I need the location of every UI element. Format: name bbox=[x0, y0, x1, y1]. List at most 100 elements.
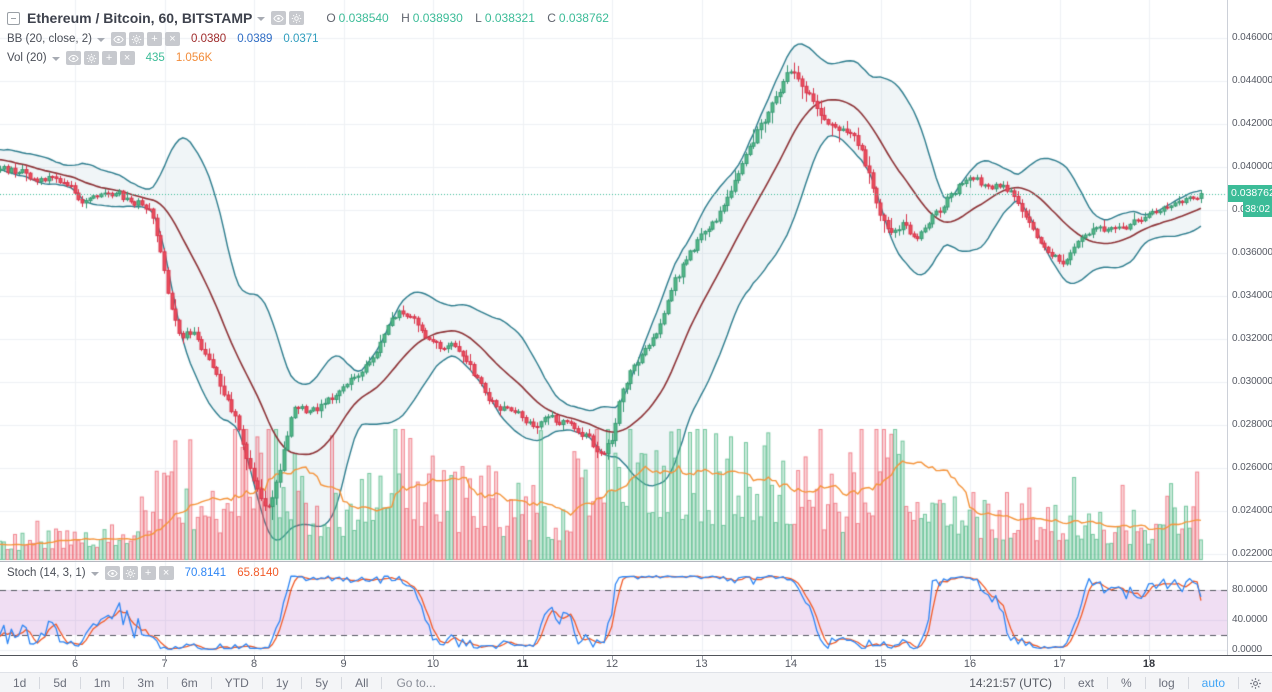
chevron-down-icon[interactable] bbox=[257, 17, 266, 21]
close-icon: × bbox=[162, 566, 170, 579]
stoch-axis-label: 0.0000 bbox=[1232, 644, 1262, 655]
time-axis[interactable]: 6 7 8 9 10 11 12 13 14 15 16 17 18 bbox=[0, 655, 1272, 673]
indicator-remove-button[interactable]: × bbox=[119, 51, 135, 65]
range-button-ytd[interactable]: YTD bbox=[224, 676, 249, 690]
indicator-name[interactable]: BB (20, close, 2) bbox=[7, 33, 93, 45]
indicator-visibility-button[interactable] bbox=[65, 51, 81, 65]
time-axis-label: 11 bbox=[516, 658, 529, 670]
time-axis-tick bbox=[433, 656, 434, 660]
plus-icon: + bbox=[105, 51, 113, 64]
indicator-add-button[interactable]: + bbox=[147, 32, 163, 46]
time-axis-label: 17 bbox=[1053, 658, 1066, 670]
indicator-remove-button[interactable]: × bbox=[158, 566, 174, 580]
time-axis-label: 9 bbox=[340, 658, 347, 670]
divider bbox=[1063, 677, 1065, 689]
visibility-toggle-button[interactable] bbox=[271, 11, 287, 25]
range-button-1y[interactable]: 1y bbox=[275, 676, 289, 690]
stoch-axis-label: 40.0000 bbox=[1232, 614, 1268, 625]
time-axis-label: 14 bbox=[784, 658, 798, 670]
symbol-settings-button[interactable] bbox=[289, 11, 305, 25]
bottom-toolbar: 1d 5d 1m 3m 6m YTD 1y 5y All Go to... 14:21:57 (… bbox=[0, 672, 1272, 692]
range-button-all[interactable]: All bbox=[355, 676, 369, 690]
symbol-title[interactable]: Ethereum / Bitcoin, 60, BITSTAMP bbox=[27, 10, 253, 26]
range-button-3m[interactable]: 3m bbox=[137, 676, 155, 690]
auto-scale-button[interactable]: auto bbox=[1201, 676, 1225, 690]
indicator-visibility-button[interactable] bbox=[111, 32, 127, 46]
divider bbox=[210, 677, 212, 689]
collapse-panel-button[interactable] bbox=[7, 11, 20, 25]
price-axis-label: 0.042000 bbox=[1232, 118, 1272, 129]
divider bbox=[381, 677, 383, 689]
range-button-6m[interactable]: 6m bbox=[181, 676, 198, 690]
indicator-row-vol: Vol (20) + × 435 1.056K bbox=[7, 51, 609, 65]
indicator-row-bb: BB (20, close, 2) + × 0.0380 0.0389 0.0371 bbox=[7, 32, 609, 46]
indicator-value: 70.8141 bbox=[184, 567, 227, 579]
price-axis-label: 0.024000 bbox=[1232, 505, 1272, 516]
chart-properties-button[interactable] bbox=[1239, 677, 1272, 690]
time-axis-tick bbox=[791, 656, 792, 660]
range-button-5y[interactable]: 5y bbox=[315, 676, 329, 690]
chevron-down-icon[interactable] bbox=[90, 572, 99, 576]
price-axis-label: 0.040000 bbox=[1232, 161, 1272, 172]
time-axis-label: 12 bbox=[605, 658, 619, 670]
indicator-value: 65.8140 bbox=[237, 567, 279, 579]
gear-icon bbox=[292, 13, 302, 23]
time-axis-tick bbox=[164, 656, 166, 660]
percent-scale-button[interactable]: % bbox=[1120, 676, 1132, 690]
time-axis-label: 10 bbox=[426, 658, 440, 670]
time-axis-label: 6 bbox=[71, 658, 79, 670]
eye-icon bbox=[113, 35, 124, 43]
price-axis-label: 0.036000 bbox=[1232, 247, 1272, 258]
indicator-settings-button[interactable] bbox=[83, 51, 99, 65]
gear-icon bbox=[125, 568, 135, 578]
open-label: O bbox=[326, 11, 336, 25]
open-value: 0.038540 bbox=[338, 11, 389, 25]
plus-icon: + bbox=[151, 32, 158, 45]
divider bbox=[341, 677, 343, 689]
indicator-values: 0.0380 0.0389 0.0371 bbox=[191, 33, 330, 45]
clock[interactable]: 14:21:57 (UTC) bbox=[969, 676, 1052, 690]
chevron-down-icon[interactable] bbox=[51, 57, 60, 61]
indicator-value: 435 bbox=[145, 52, 165, 64]
divider bbox=[1238, 677, 1239, 689]
pane-separator[interactable] bbox=[0, 561, 1272, 562]
indicator-row-stoch: Stoch (14, 3, 1) + × 70.8141 65.8140 bbox=[7, 566, 290, 580]
indicator-name[interactable]: Vol (20) bbox=[7, 52, 47, 64]
time-axis-tick bbox=[522, 656, 524, 660]
divider bbox=[1187, 677, 1189, 689]
range-button-1d[interactable]: 1d bbox=[13, 676, 27, 690]
indicator-add-button[interactable]: + bbox=[140, 566, 156, 580]
symbol-row: Ethereum / Bitcoin, 60, BITSTAMP O 0.0385… bbox=[7, 10, 609, 26]
indicator-remove-button[interactable]: × bbox=[165, 32, 181, 46]
chevron-down-icon[interactable] bbox=[97, 38, 106, 42]
high-label: H bbox=[401, 11, 410, 25]
indicator-values: 70.8141 65.8140 bbox=[185, 567, 290, 579]
price-axis-label: 0.046000 bbox=[1232, 32, 1272, 43]
indicator-value: 0.0380 bbox=[191, 33, 227, 45]
time-axis-tick bbox=[1149, 656, 1150, 660]
eye-icon bbox=[106, 569, 118, 577]
range-button-5d[interactable]: 5d bbox=[53, 676, 67, 690]
range-button-1m[interactable]: 1m bbox=[93, 676, 111, 690]
time-axis-label: 8 bbox=[250, 658, 258, 670]
minus-icon bbox=[11, 17, 16, 19]
gear-icon bbox=[131, 34, 142, 44]
extended-hours-button[interactable]: ext bbox=[1077, 676, 1094, 690]
indicator-settings-button[interactable] bbox=[129, 32, 145, 46]
divider bbox=[167, 677, 169, 689]
indicator-settings-button[interactable] bbox=[122, 566, 138, 580]
indicator-add-button[interactable]: + bbox=[101, 51, 117, 65]
indicator-visibility-button[interactable] bbox=[104, 566, 120, 580]
divider bbox=[39, 677, 41, 689]
chart-legend: Ethereum / Bitcoin, 60, BITSTAMP O 0.0385… bbox=[7, 10, 609, 70]
bar-countdown-badge: 38:02 bbox=[1243, 202, 1272, 217]
divider bbox=[1144, 677, 1146, 689]
gear-icon bbox=[86, 53, 96, 63]
goto-button[interactable]: Go to... bbox=[396, 676, 436, 690]
price-axis-label: 0.028000 bbox=[1232, 419, 1272, 430]
range-buttons: 1d 5d 1m 3m 6m YTD 1y 5y All bbox=[0, 676, 383, 690]
price-axis[interactable]: 0.0460000.0440000.0420000.0400000.038000… bbox=[1227, 0, 1272, 655]
log-scale-button[interactable]: log bbox=[1158, 676, 1175, 690]
indicator-name[interactable]: Stoch (14, 3, 1) bbox=[7, 567, 86, 579]
